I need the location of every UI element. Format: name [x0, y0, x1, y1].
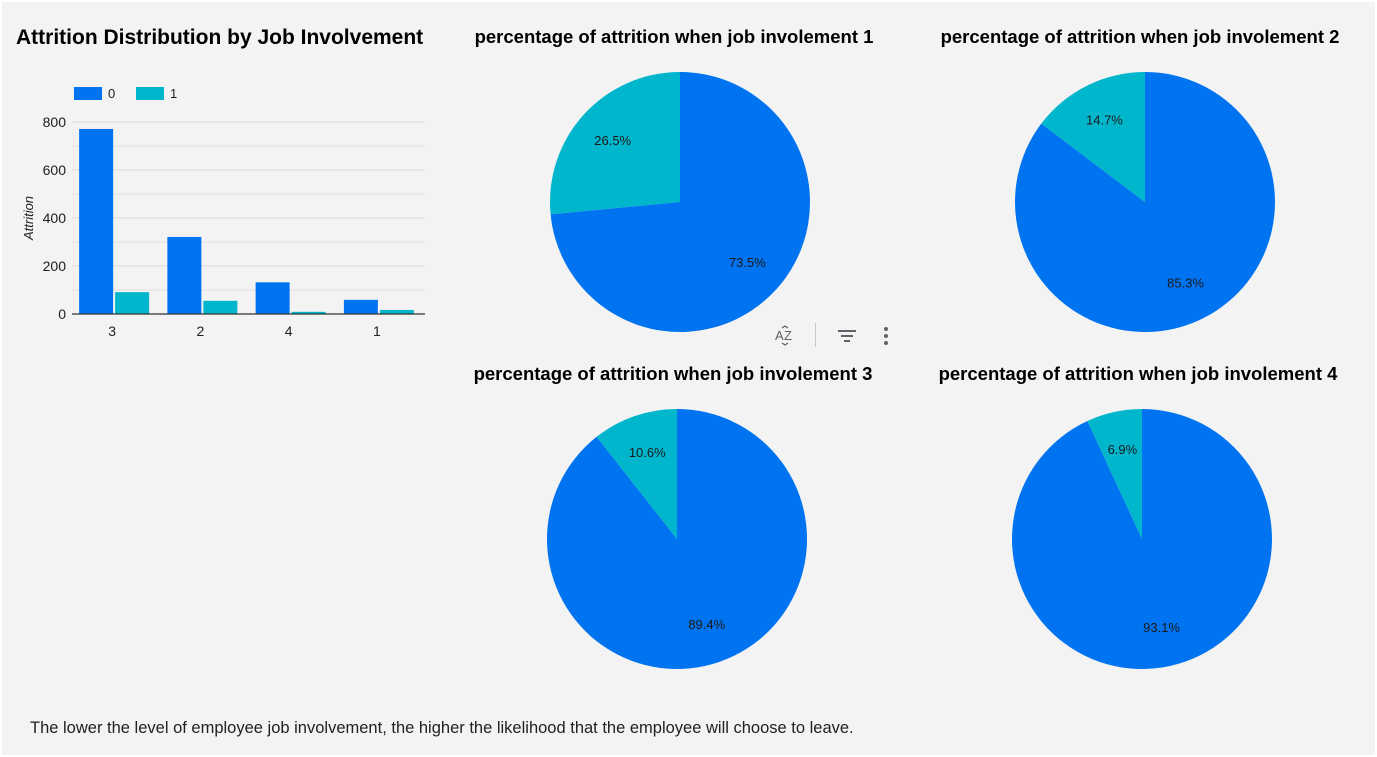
filter-icon[interactable]: [831, 320, 863, 352]
chart-toolbar: A Z: [767, 320, 897, 352]
pie-2-slice-0: [1015, 72, 1275, 333]
y-tick-label: 400: [43, 210, 67, 226]
pie-4-slice-1: [1087, 409, 1142, 539]
pie-3-title: percentage of attrition when job involem…: [473, 363, 873, 384]
svg-text:A: A: [775, 328, 784, 343]
pie-1-data-label-1: 26.5%: [594, 133, 631, 148]
legend-swatch-1: [136, 87, 164, 100]
y-tick-label: 200: [43, 258, 67, 274]
pie-4-title: percentage of attrition when job involem…: [938, 363, 1338, 384]
bar-4-series-0: [255, 282, 290, 314]
pie-1-slice-0: [550, 72, 810, 332]
bar-chart-title: Attrition Distribution by Job Involvemen…: [16, 26, 424, 49]
pie-3-slice-1: [596, 409, 677, 539]
pie-1-title: percentage of attrition when job involem…: [474, 26, 874, 47]
pie-4-data-label-1: 6.9%: [1108, 442, 1138, 457]
pie-2-title: percentage of attrition when job involem…: [940, 26, 1340, 47]
pie-2-data-label-1: 14.7%: [1086, 113, 1123, 128]
bar-4-series-1: [291, 311, 326, 314]
y-tick-label: 800: [43, 114, 67, 130]
pie-3-data-label-1: 10.6%: [629, 445, 666, 460]
pie-4-data-label-0: 93.1%: [1143, 620, 1180, 635]
insight-text: The lower the level of employee job invo…: [30, 719, 854, 737]
pie-chart-1: 73.5% 26.5%: [550, 72, 810, 332]
legend-label-1: 1: [170, 86, 177, 101]
bar-1-series-1: [379, 309, 414, 314]
toolbar-divider: [815, 323, 816, 347]
bar-3-series-1: [115, 292, 150, 314]
sort-az-icon[interactable]: A Z: [769, 320, 801, 352]
x-tick-label: 2: [196, 323, 204, 339]
bar-1-series-0: [343, 299, 378, 314]
pie-1-slice-1: [550, 72, 680, 215]
more-vert-icon[interactable]: [870, 320, 902, 352]
bar-2-series-0: [167, 236, 202, 314]
pie-chart-3: 89.4% 10.6%: [547, 409, 807, 669]
x-tick-label: 1: [373, 323, 381, 339]
y-axis-label: Attrition: [21, 196, 36, 241]
pie-3-data-label-0: 89.4%: [688, 617, 725, 632]
x-tick-label: 4: [285, 323, 293, 339]
pie-chart-2: 85.3% 14.7%: [1015, 72, 1275, 333]
x-tick-label: 3: [108, 323, 116, 339]
y-tick-label: 0: [58, 306, 66, 322]
pie-1-data-label-0: 73.5%: [729, 255, 766, 270]
bar-3-series-0: [79, 128, 114, 314]
legend-swatch-0: [74, 87, 102, 100]
legend-label-0: 0: [108, 86, 115, 101]
svg-text:Z: Z: [784, 328, 792, 343]
pie-2-slice-1: [1041, 72, 1145, 202]
y-tick-label: 600: [43, 162, 67, 178]
pie-chart-4: 93.1% 6.9%: [1012, 409, 1272, 669]
pie-2-data-label-0: 85.3%: [1167, 275, 1204, 290]
bar-2-series-1: [203, 300, 238, 314]
